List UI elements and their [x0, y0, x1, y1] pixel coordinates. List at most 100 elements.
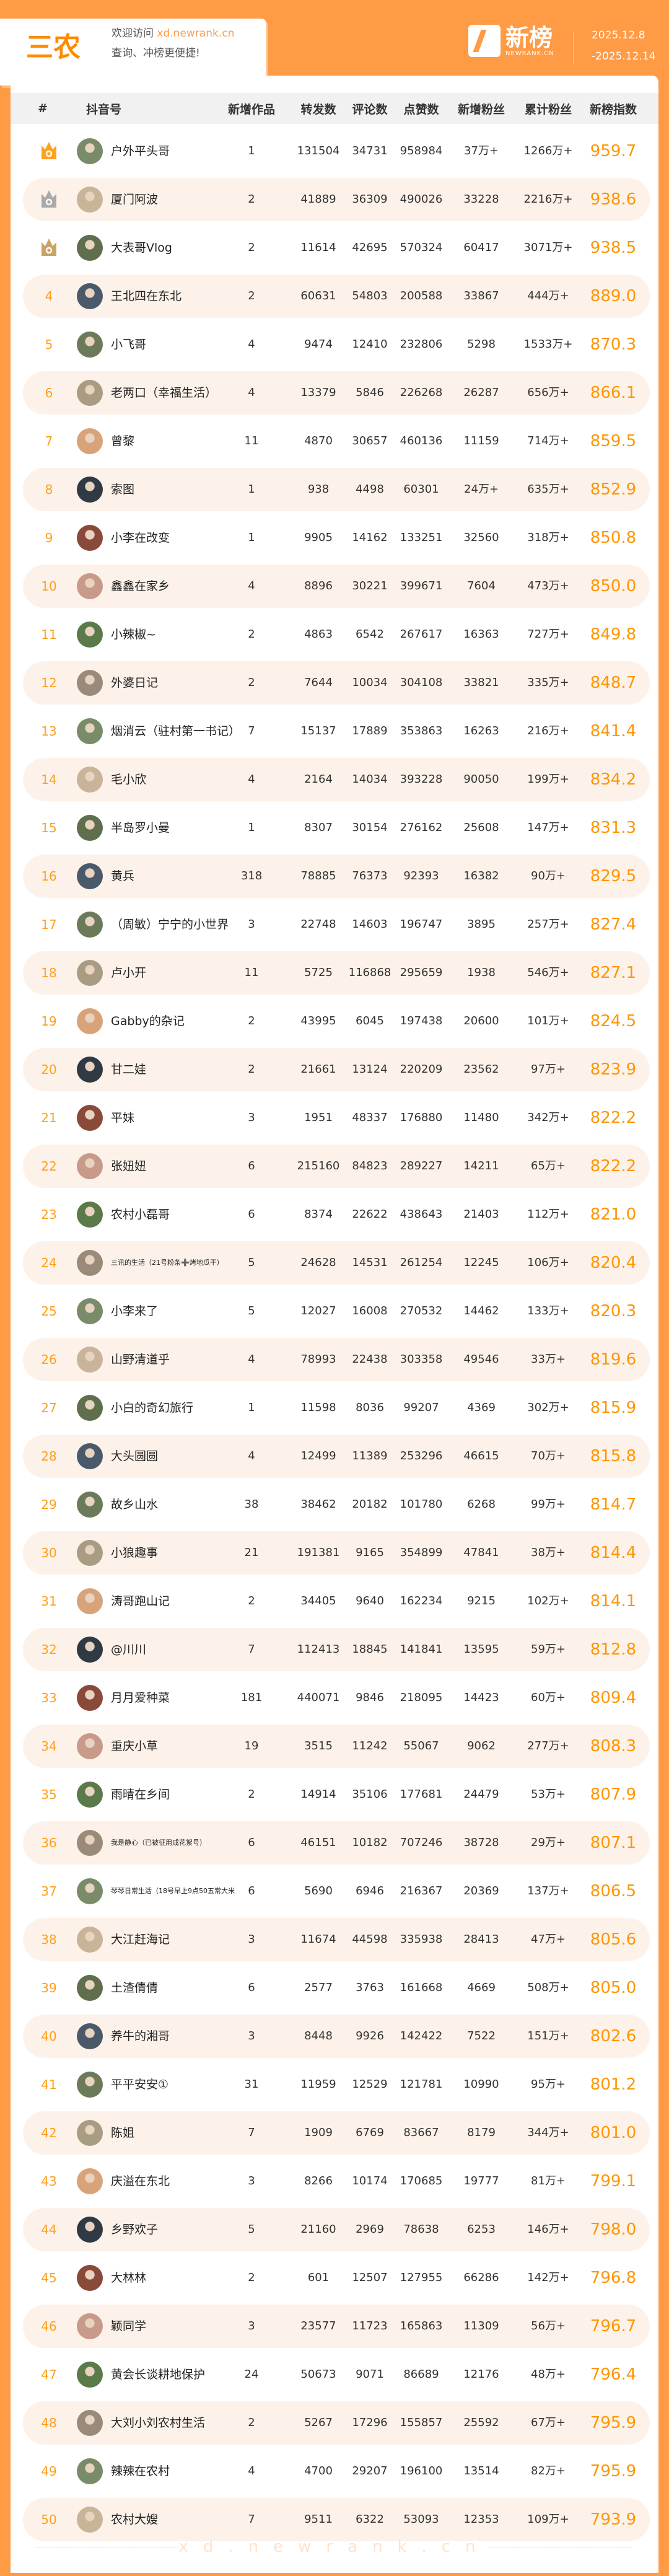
avatar[interactable]: [77, 1830, 103, 1856]
account-name[interactable]: 鑫鑫在家乡: [111, 579, 170, 593]
avatar[interactable]: [77, 863, 103, 889]
account-name[interactable]: 大林林: [111, 2271, 147, 2285]
account-name[interactable]: 农村大嫂: [111, 2513, 159, 2526]
account-name[interactable]: 陈姐: [111, 2126, 135, 2140]
account-name[interactable]: （周敏）宁宁的小世界: [111, 918, 229, 931]
account-name[interactable]: 老两口（幸福生活）: [111, 386, 217, 400]
account-name[interactable]: 半岛罗小曼: [111, 821, 170, 835]
avatar[interactable]: [77, 1057, 103, 1083]
account-name[interactable]: 甘二娃: [111, 1063, 147, 1076]
avatar[interactable]: [77, 1685, 103, 1711]
account-name[interactable]: 我是静心（已被征用成花絮号）: [111, 1839, 206, 1847]
avatar[interactable]: [77, 525, 103, 551]
table-row[interactable]: 34 重庆小草 19 3515 11242 55067 9062 277万+ 808.3: [23, 1725, 650, 1768]
account-name[interactable]: 琴琴日常生活（18号早上9点50五常大米: [111, 1887, 235, 1895]
table-row[interactable]: 17 （周敏）宁宁的小世界 3 22748 14603 196747 3895 257万+ 82…: [23, 903, 650, 946]
table-row[interactable]: 46 颖同学 3 23577 11723 165863 11309 56万+ 796.7: [23, 2305, 650, 2348]
table-row[interactable]: 36 我是静心（已被征用成花絮号） 6 46151 10182 707246 38728 29…: [23, 1821, 650, 1865]
table-row[interactable]: 15 半岛罗小曼 1 8307 30154 276162 25608 147万+ 831.3: [23, 806, 650, 850]
account-name[interactable]: 小狼趣事: [111, 1546, 159, 1560]
table-row[interactable]: 42 陈姐 7 1909 6769 83667 8179 344万+ 801.0: [23, 2111, 650, 2155]
account-name[interactable]: 卢小开: [111, 966, 147, 980]
avatar[interactable]: [77, 1008, 103, 1034]
table-row[interactable]: 9 小李在改变 1 9905 14162 133251 32560 318万+ 850.8: [23, 516, 650, 560]
table-row[interactable]: 45 大林林 2 601 12507 127955 66286 142万+ 796.8: [23, 2256, 650, 2300]
table-row[interactable]: 户外平头哥 1 131504 34731 958984 37万+ 1266万+ 959.7: [23, 130, 650, 173]
avatar[interactable]: [77, 1492, 103, 1518]
avatar[interactable]: [77, 1250, 103, 1276]
account-name[interactable]: 索图: [111, 483, 135, 496]
avatar[interactable]: [77, 622, 103, 648]
avatar[interactable]: [77, 2410, 103, 2436]
avatar[interactable]: [77, 1298, 103, 1324]
account-name[interactable]: 张妞妞: [111, 1159, 147, 1173]
account-name[interactable]: Gabby的杂记: [111, 1014, 185, 1028]
avatar[interactable]: [77, 2362, 103, 2388]
avatar[interactable]: [77, 138, 103, 164]
account-name[interactable]: 大头圆圆: [111, 1449, 159, 1463]
avatar[interactable]: [77, 960, 103, 986]
avatar[interactable]: [77, 1347, 103, 1373]
account-name[interactable]: 小李来了: [111, 1304, 159, 1318]
table-row[interactable]: 35 雨晴在乡间 2 14914 35106 177681 24479 53万+ 807.9: [23, 1773, 650, 1816]
avatar[interactable]: [77, 2265, 103, 2291]
account-name[interactable]: 涛哥跑山记: [111, 1594, 170, 1608]
account-name[interactable]: 农村小磊哥: [111, 1208, 170, 1221]
table-row[interactable]: 厦门阿波 2 41889 36309 490026 33228 2216万+ 938.6: [23, 178, 650, 221]
table-row[interactable]: 6 老两口（幸福生活） 4 13379 5846 226268 26287 656万+ 866.…: [23, 371, 650, 415]
account-name[interactable]: 颖同学: [111, 2319, 147, 2333]
table-row[interactable]: 31 涛哥跑山记 2 34405 9640 162234 9215 102万+ 814.1: [23, 1580, 650, 1623]
account-name[interactable]: 大刘小刘农村生活: [111, 2416, 206, 2430]
avatar[interactable]: [77, 573, 103, 599]
account-name[interactable]: 土渣倩倩: [111, 1981, 159, 1995]
account-name[interactable]: 三讯的生活（21号粉条➕烤地瓜干）: [111, 1259, 224, 1267]
table-row[interactable]: 30 小狼趣事 21 191381 9165 354899 47841 38万+ 814.4: [23, 1531, 650, 1575]
avatar[interactable]: [77, 477, 103, 503]
avatar[interactable]: [77, 1975, 103, 2001]
table-row[interactable]: 41 平平安安① 31 11959 12529 121781 10990 95万+ 801.2: [23, 2063, 650, 2106]
table-row[interactable]: 26 山野清道乎 4 78993 22438 303358 49546 33万+ 819.6: [23, 1338, 650, 1381]
account-name[interactable]: 养牛的湘哥: [111, 2029, 170, 2043]
account-name[interactable]: 乡野欢子: [111, 2223, 159, 2236]
account-name[interactable]: 户外平头哥: [111, 144, 170, 158]
account-name[interactable]: 大江赶海记: [111, 1933, 170, 1946]
account-name[interactable]: 故乡山水: [111, 1498, 159, 1511]
avatar[interactable]: [77, 1540, 103, 1566]
avatar[interactable]: [77, 815, 103, 841]
table-row[interactable]: 33 月月爱种菜 181 440071 9846 218095 14423 60万+ 809.4: [23, 1676, 650, 1720]
account-name[interactable]: 王北四在东北: [111, 289, 182, 303]
table-row[interactable]: 38 大江赶海记 3 11674 44598 335938 28413 47万+ 805.6: [23, 1918, 650, 1961]
table-row[interactable]: 23 农村小磊哥 6 8374 22622 438643 21403 112万+ 821.0: [23, 1193, 650, 1236]
table-row[interactable]: 21 平妹 3 1951 48337 176880 11480 342万+ 822.2: [23, 1096, 650, 1140]
table-row[interactable]: 18 卢小开 11 5725 116868 295659 1938 546万+ 827.1: [23, 951, 650, 995]
site-link[interactable]: xd.newrank.cn: [157, 27, 235, 40]
account-name[interactable]: @川川: [111, 1643, 147, 1656]
avatar[interactable]: [77, 1153, 103, 1179]
table-row[interactable]: 19 Gabby的杂记 2 43995 6045 197438 20600 101万+ 824.…: [23, 1000, 650, 1043]
account-name[interactable]: 重庆小草: [111, 1739, 159, 1753]
avatar[interactable]: [77, 1733, 103, 1759]
table-row[interactable]: 40 养牛的湘哥 3 8448 9926 142422 7522 151万+ 802.6: [23, 2015, 650, 2058]
account-name[interactable]: 烟消云（驻村第一书记）: [111, 724, 235, 738]
account-name[interactable]: 山野清道乎: [111, 1353, 170, 1366]
table-row[interactable]: 10 鑫鑫在家乡 4 8896 30221 399671 7604 473万+ 850.0: [23, 565, 650, 608]
account-name[interactable]: 雨晴在乡间: [111, 1788, 170, 1801]
avatar[interactable]: [77, 1105, 103, 1131]
avatar[interactable]: [77, 2313, 103, 2339]
account-name[interactable]: 庆溢在东北: [111, 2174, 170, 2188]
avatar[interactable]: [77, 1202, 103, 1228]
avatar[interactable]: [77, 1878, 103, 1904]
table-row[interactable]: 29 故乡山水 38 38462 20182 101780 6268 99万+ 814.7: [23, 1483, 650, 1526]
avatar[interactable]: [77, 1588, 103, 1614]
account-name[interactable]: 黄会长谈耕地保护: [111, 2368, 206, 2381]
account-name[interactable]: 小辣椒~: [111, 628, 156, 641]
table-row[interactable]: 8 索图 1 938 4498 60301 24万+ 635万+ 852.9: [23, 468, 650, 511]
avatar[interactable]: [77, 912, 103, 938]
table-row[interactable]: 27 小白的奇幻旅行 1 11598 8036 99207 4369 302万+ 815.9: [23, 1386, 650, 1430]
account-name[interactable]: 平妹: [111, 1111, 135, 1125]
avatar[interactable]: [77, 670, 103, 696]
account-name[interactable]: 平平安安①: [111, 2078, 169, 2091]
avatar[interactable]: [77, 332, 103, 358]
table-row[interactable]: 7 曾黎 11 4870 30657 460136 11159 714万+ 859.5: [23, 420, 650, 463]
table-row[interactable]: 43 庆溢在东北 3 8266 10174 170685 19777 81万+ 799.1: [23, 2160, 650, 2203]
